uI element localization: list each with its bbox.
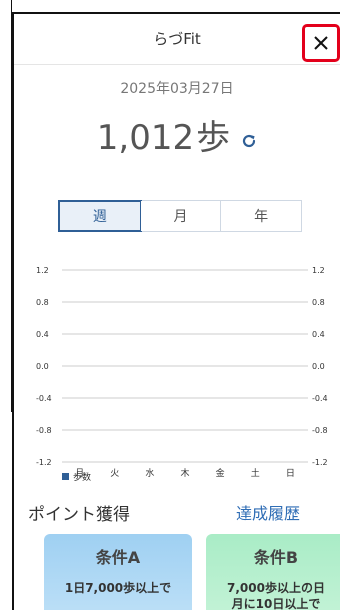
achievement-history-link[interactable]: 達成履歴 bbox=[236, 504, 301, 523]
x-tick-label: 土 bbox=[251, 467, 260, 479]
y-tick-label-left: -0.4 bbox=[36, 394, 52, 403]
steps-chart: 1.2 1.2 0.8 0.8 0.4 0.4 0.0 0.0 -0.4 -0.4 -0.8 -0.8… bbox=[22, 258, 340, 488]
legend-label: 歩数 bbox=[73, 473, 92, 483]
close-button[interactable] bbox=[302, 24, 340, 62]
condition-b-desc: 7,000歩以上の日 月に10日以上で bbox=[206, 580, 340, 610]
x-tick-label: 火 bbox=[110, 468, 119, 479]
condition-b-desc-line1: 7,000歩以上の日 bbox=[227, 581, 325, 595]
tab-month[interactable]: 月 bbox=[140, 201, 222, 231]
step-unit: 歩 bbox=[196, 118, 231, 158]
condition-card-a[interactable]: 条件A 1日7,000歩以上で bbox=[44, 534, 192, 610]
x-tick-label: 金 bbox=[216, 467, 225, 479]
left-edge-divider bbox=[0, 0, 12, 412]
y-tick-label-left: 0.0 bbox=[36, 362, 49, 371]
steps-chart-svg: 1.2 1.2 0.8 0.8 0.4 0.4 0.0 0.0 -0.4 -0.4 -0.8 -0.8… bbox=[36, 266, 328, 479]
condition-a-desc: 1日7,000歩以上で bbox=[44, 580, 192, 596]
y-tick-label-right: 0.0 bbox=[312, 362, 325, 371]
y-tick-label-right: 1.2 bbox=[312, 266, 325, 275]
step-count-display: 1,012歩 bbox=[14, 110, 340, 159]
condition-b-desc-line2: 月に10日以上で bbox=[231, 597, 321, 610]
y-tick-label-left: -1.2 bbox=[36, 458, 52, 467]
y-tick-label-left: -0.8 bbox=[36, 426, 52, 435]
y-tick-label-left: 0.8 bbox=[36, 298, 49, 307]
x-tick-label: 日 bbox=[286, 468, 295, 479]
points-section-title: ポイント獲得 bbox=[28, 505, 130, 525]
header-bar: らづFit bbox=[14, 14, 340, 65]
app-window: らづFit 2025年03月27日 1,012歩 週 月 年 1.2 1.2 0.8… bbox=[12, 12, 340, 610]
y-tick-label-right: 0.8 bbox=[312, 298, 325, 307]
tab-year[interactable]: 年 bbox=[221, 201, 302, 231]
refresh-icon[interactable] bbox=[241, 133, 257, 149]
y-tick-label-right: -0.8 bbox=[312, 426, 328, 435]
condition-a-desc-line1: 1日7,000歩以上で bbox=[64, 581, 172, 595]
condition-b-title: 条件B bbox=[253, 548, 299, 567]
step-count-value: 1,012 bbox=[96, 118, 195, 158]
chart-legend: 歩数 bbox=[62, 470, 91, 483]
tab-week[interactable]: 週 bbox=[58, 200, 142, 232]
y-tick-label-left: 1.2 bbox=[36, 266, 49, 275]
y-tick-label-right: -1.2 bbox=[312, 458, 328, 467]
x-tick-label: 木 bbox=[180, 467, 189, 479]
condition-card-b[interactable]: 条件B 7,000歩以上の日 月に10日以上で bbox=[206, 534, 340, 610]
x-tick-label: 水 bbox=[145, 467, 154, 479]
condition-a-title: 条件A bbox=[95, 548, 141, 567]
period-tabs: 週 月 年 bbox=[58, 200, 302, 232]
current-date: 2025年03月27日 bbox=[120, 81, 234, 97]
app-title: らづFit bbox=[153, 30, 201, 48]
close-icon bbox=[314, 36, 328, 50]
x-tick-label: 月 bbox=[75, 468, 84, 479]
legend-swatch bbox=[62, 473, 69, 480]
y-tick-label-right: 0.4 bbox=[312, 330, 325, 339]
y-tick-label-left: 0.4 bbox=[36, 330, 49, 339]
y-tick-label-right: -0.4 bbox=[312, 394, 328, 403]
